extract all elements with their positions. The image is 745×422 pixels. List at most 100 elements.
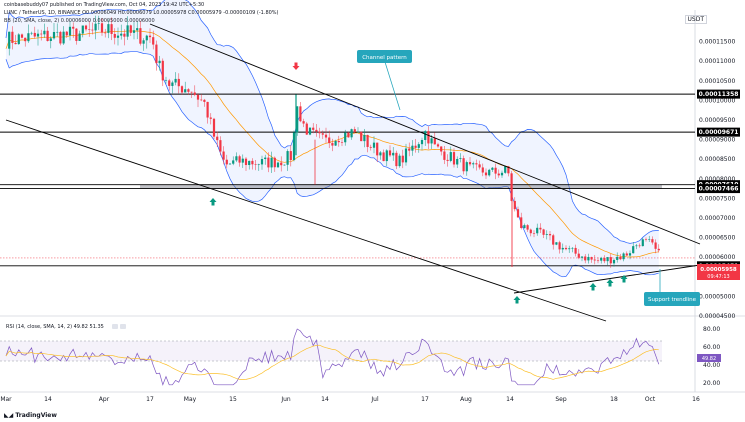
candle-body [190,91,193,93]
support-trendline [513,264,701,294]
candle-body [552,235,555,245]
candle-body [600,257,603,261]
candle-body [84,25,88,30]
x-tick-label: 18 [610,396,618,403]
candle-body [337,140,340,143]
candle-body [369,146,372,148]
candle-body [113,33,116,38]
candle-body [414,145,417,148]
candle-body [40,33,43,35]
candle-body [561,247,564,250]
support-zone [140,184,662,189]
x-tick-label: 15 [229,396,237,403]
candle-body [321,133,324,135]
y-tick-label: 0.00011000 [699,58,735,65]
candle-body [468,162,472,165]
candle-body [606,257,609,262]
candle-body [372,142,376,148]
candle-body [276,162,280,168]
tradingview-logo: ◣◢ TradingView [4,412,57,419]
currency-label[interactable]: USDT [684,15,707,24]
candle-body [97,23,100,24]
candle-body [526,225,529,230]
support-trendline-callout: Support trendline [644,269,700,306]
candle-body [596,260,600,262]
rsi-tick-label: 40.00 [703,362,720,369]
x-tick-label: Apr [99,396,110,403]
candle-body [360,131,363,142]
candle-body [459,158,462,159]
candle-body [638,245,641,247]
candle-body [177,78,180,87]
publish-info: coinbasebuddy07 published on TradingView… [4,2,205,8]
candle-body [609,257,612,264]
candle-body [593,259,596,261]
candle-body [446,159,449,161]
candle-body [571,247,574,249]
candle-body [107,24,110,33]
candle-body [257,164,260,166]
candle-body [324,134,328,138]
up-arrow-icon [620,275,628,283]
rsi-legend-controls[interactable] [112,324,126,329]
candle-body [340,142,344,143]
price-level-tag-3 [697,184,740,194]
candle-body [241,158,244,163]
candle-body [270,157,273,168]
candle-body [472,163,475,165]
candle-body [350,129,353,138]
bb-fill [6,0,659,277]
rsi-axis: 80.00 60.00 40.00 20.00 [703,326,720,387]
candle-body [72,26,75,29]
down-arrow-icon [292,62,300,70]
candle-body [123,33,126,37]
candle-body [491,167,494,170]
candle-body [366,134,369,147]
candle-body [462,158,465,172]
candle-body [628,253,632,256]
candle-body [465,162,468,172]
candle-body [196,94,200,100]
candle-body [8,31,11,49]
candle-body [88,29,91,30]
candle-body [292,132,296,161]
y-tick-label: 0.00007500 [699,195,735,202]
candle-body [497,173,500,176]
candle-body [443,151,446,160]
candle-body [376,142,379,156]
price-level-text-0: 0.00011358 [699,91,739,98]
candle-body [52,31,56,39]
candle-body [11,31,14,43]
candle-body [180,86,184,93]
symbol-ohlc: LUNC / TetherUS, 1D, BINANCE O0.00006049… [4,10,279,16]
candle-body [158,60,161,64]
candle-body [475,163,478,165]
candle-body [17,34,20,45]
candle-body [504,166,507,173]
candle-body [283,164,286,166]
candle-body [56,31,59,33]
candle-body [267,157,270,168]
candle-body [452,152,456,165]
candle-body [43,30,46,35]
candle-body [440,146,443,152]
candle-body [315,129,318,132]
candle-body [427,131,430,144]
bb-upper [5,0,659,244]
candle-body [616,256,619,260]
time-axis[interactable]: Mar 14 Apr 17 May 15 Jun 14 Jul 17 Aug 14 Sep 18 Oct 16 [0,396,700,403]
candle-body [430,138,433,144]
candle-body [78,33,81,41]
candle-body [27,33,30,42]
y-tick-label: 0.00008000 [699,176,735,183]
candle-body [395,152,398,167]
candles [8,15,660,268]
price-pane[interactable] [0,10,695,315]
rsi-tick-label: 20.00 [703,380,720,387]
x-tick-label: Jun [280,396,291,403]
candle-body [225,159,228,165]
candle-body [312,127,315,130]
candle-body [203,99,206,102]
candle-body [612,259,616,264]
